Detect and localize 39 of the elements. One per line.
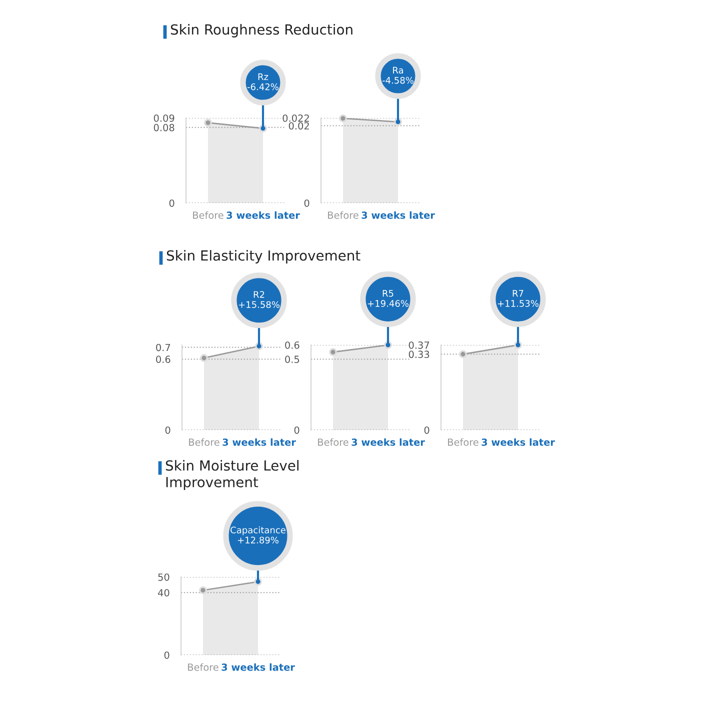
- x-tick-label: 3 weeks later: [362, 211, 435, 219]
- text: Capacitance +12.89%: [230, 526, 286, 544]
- y-tick-label: 0.02: [288, 122, 309, 130]
- y-tick-label: 0.6: [156, 356, 170, 363]
- y-tick-label: 0: [304, 199, 310, 207]
- y-tick-label: 40: [158, 589, 170, 596]
- y-tick-label: 0.33: [408, 350, 430, 358]
- y-tick-label: 0.7: [156, 344, 170, 352]
- y-tick-label: 0.022: [282, 114, 309, 122]
- x-tick-label: Before: [193, 211, 224, 219]
- y-tick-label: 0: [424, 426, 430, 434]
- x-tick-label: 3 weeks later: [352, 438, 425, 446]
- y-tick-label: 0: [165, 426, 170, 434]
- x-tick-label: Before: [188, 663, 218, 671]
- chart-title: Skin Elasticity Improvement: [166, 250, 360, 264]
- x-tick-label: 3 weeks later: [226, 211, 300, 219]
- x-tick-label: Before: [448, 438, 478, 446]
- y-tick-label: 0: [169, 199, 174, 207]
- text: Rz -6.42%: [247, 73, 278, 90]
- x-tick-label: 3 weeks later: [482, 438, 555, 446]
- text: R2 +15.58%: [238, 291, 280, 308]
- y-tick-label: 50: [158, 573, 170, 581]
- y-tick-label: 0: [164, 651, 170, 659]
- y-tick-label: 0: [294, 426, 300, 434]
- y-tick-label: 0.5: [285, 356, 300, 363]
- text: Ra -4.58%: [382, 66, 414, 84]
- y-tick-label: 0.09: [154, 114, 174, 122]
- x-tick-label: Before: [189, 438, 220, 446]
- x-tick-label: Before: [318, 438, 348, 446]
- y-tick-label: 0.6: [285, 341, 300, 349]
- y-tick-label: 0.37: [408, 341, 430, 349]
- x-tick-label: Before: [328, 211, 358, 219]
- chart-title: Skin Moisture Level Improvement: [166, 460, 298, 490]
- y-tick-label: 0.08: [154, 124, 174, 132]
- x-tick-label: 3 weeks later: [222, 663, 295, 671]
- x-tick-label: 3 weeks later: [222, 438, 296, 446]
- text: R7 +11.53%: [498, 290, 538, 307]
- text: R5 +19.46%: [368, 290, 408, 307]
- chart-title: Skin Roughness Reduction: [170, 24, 352, 38]
